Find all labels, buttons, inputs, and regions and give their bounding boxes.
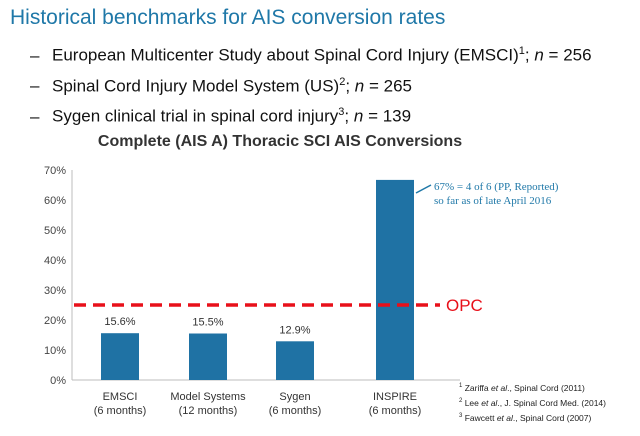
chart-title: Complete (AIS A) Thoracic SCI AIS Conver…	[97, 133, 463, 150]
y-tick-label: 70%	[44, 165, 66, 177]
bullet-n-value: = 265	[364, 76, 413, 96]
benchmark-list: – European Multicenter Study about Spinal…	[30, 38, 592, 130]
y-tick-label: 30%	[44, 285, 66, 297]
x-category-sublabel: (6 months)	[94, 405, 147, 417]
bullet-separator: ;	[524, 45, 535, 65]
references: 1 Zariffa et al., Spinal Cord (2011) 2 L…	[459, 380, 606, 424]
reference-number: 1	[459, 383, 463, 389]
slide-title: Historical benchmarks for AIS conversion…	[10, 6, 446, 29]
bullet-model-system: – Spinal Cord Injury Model System (US)2; …	[30, 69, 592, 100]
bullet-separator: ;	[344, 106, 354, 126]
y-tick-label: 20%	[44, 315, 66, 327]
bullet-n-value: = 256	[543, 45, 592, 65]
data-label: 15.5%	[192, 317, 223, 329]
bar	[101, 333, 139, 380]
reference-source: ., Spinal Cord (2011)	[507, 382, 585, 393]
reference-source: ., Spinal Cord (2007)	[512, 412, 592, 423]
reference-author: Fawcett	[462, 412, 497, 423]
reference-et-al: et al	[491, 382, 508, 393]
bullet-n-label: n	[354, 76, 365, 96]
x-category-sublabel: (6 months)	[369, 405, 422, 417]
data-label: 15.6%	[104, 316, 135, 328]
bullet-n-value: = 139	[363, 106, 412, 126]
bullet-n-label: n	[353, 106, 364, 126]
bullet-n-label: n	[534, 45, 544, 65]
reference-number: 3	[459, 412, 463, 419]
reference-1: 1 Zariffa et al., Spinal Cord (2011)	[459, 380, 606, 395]
bullet-emsci: – European Multicenter Study about Spinal…	[30, 38, 592, 69]
reference-author: Lee	[462, 397, 482, 408]
bullet-separator: ;	[345, 76, 355, 96]
reference-2: 2 Lee et al., J. Spinal Cord Med. (2014)	[459, 395, 606, 410]
annotation-leader-line	[415, 184, 432, 194]
annotation-line-2: so far as of late April 2016	[434, 195, 552, 207]
y-tick-label: 10%	[44, 345, 66, 357]
y-tick-label: 0%	[50, 375, 66, 387]
bullet-text: Sygen clinical trial in spinal cord inju…	[52, 106, 339, 126]
bullet-citation: 1	[518, 45, 525, 57]
bullet-dash: –	[30, 76, 40, 96]
bullet-text: European Multicenter Study about Spinal …	[52, 45, 519, 65]
y-tick-label: 50%	[44, 225, 66, 237]
reference-source: ., J. Spinal Cord Med. (2014)	[497, 397, 606, 408]
annotation-line-1: 67% = 4 of 6 (PP, Reported)	[434, 181, 559, 193]
reference-number: 2	[459, 397, 463, 404]
opc-label: OPC	[446, 296, 483, 315]
x-category-label: INSPIRE	[373, 391, 417, 403]
bar	[376, 179, 414, 380]
x-category-label: Model Systems	[170, 391, 246, 403]
bullet-text: Spinal Cord Injury Model System (US)	[52, 76, 340, 96]
reference-et-al: et al	[496, 412, 513, 423]
x-category-sublabel: (6 months)	[269, 405, 322, 417]
x-category-label: Sygen	[279, 391, 310, 403]
reference-3: 3 Fawcett et al., Spinal Cord (2007)	[459, 410, 606, 425]
x-category-label: EMSCI	[103, 391, 138, 403]
bullet-sygen: – Sygen clinical trial in spinal cord inj…	[30, 99, 592, 130]
reference-author: Zariffa	[462, 382, 492, 393]
y-tick-label: 60%	[44, 195, 66, 207]
bar	[189, 333, 227, 380]
bar	[276, 341, 314, 380]
bullet-citation: 2	[339, 75, 346, 88]
bullet-dash: –	[30, 106, 40, 126]
reference-et-al: et al	[481, 397, 498, 408]
y-tick-label: 40%	[44, 255, 66, 267]
bullet-dash: –	[30, 45, 40, 65]
bullet-citation: 3	[338, 106, 345, 119]
data-label: 12.9%	[279, 324, 310, 336]
x-category-sublabel: (12 months)	[179, 405, 238, 417]
